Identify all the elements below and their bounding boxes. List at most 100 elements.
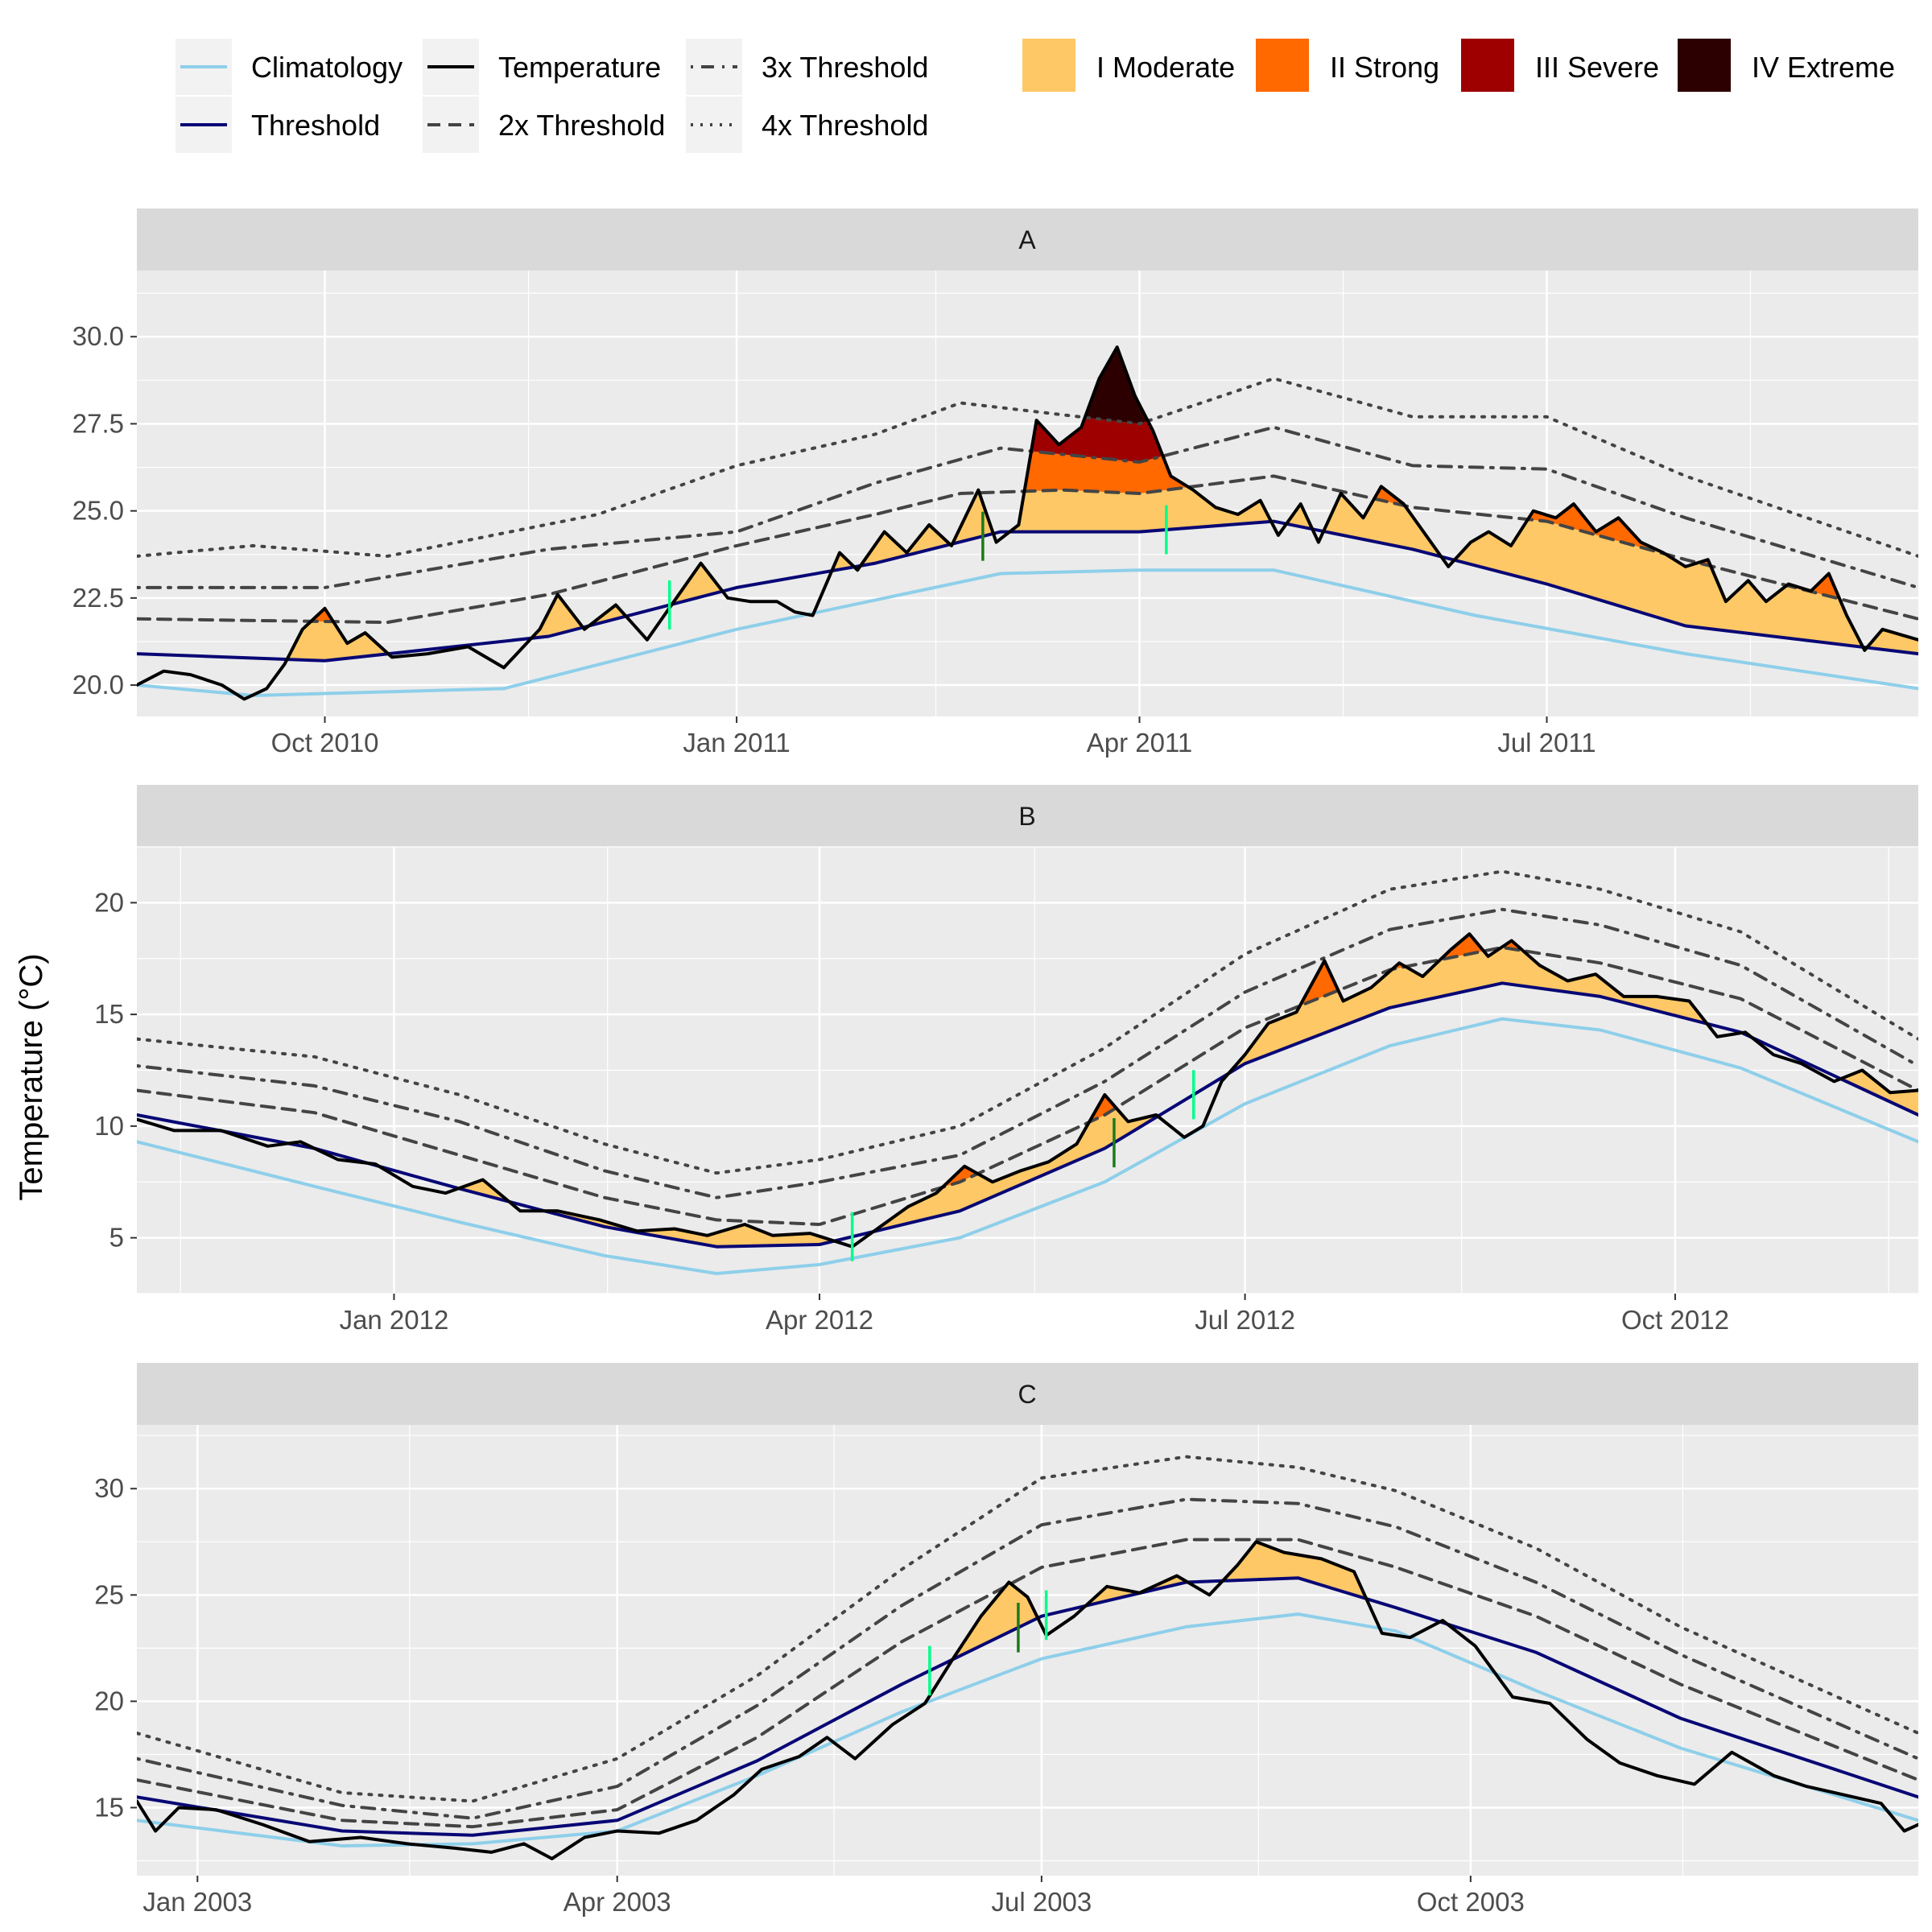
x-tick-label: Oct 2003 bbox=[1417, 1887, 1525, 1917]
event-markers-b bbox=[850, 1070, 1195, 1261]
threshold-4x-line bbox=[137, 377, 1918, 558]
legend-item-extreme: IV Extreme bbox=[1678, 39, 1895, 92]
x-tick-label: Jul 2012 bbox=[1195, 1305, 1295, 1335]
fill-strong bbox=[1376, 487, 1404, 506]
x-axis-a: Oct 2010 Jan 2011 Apr 2011 Jul 2011 bbox=[271, 716, 1596, 758]
fill-strong bbox=[1026, 451, 1188, 493]
y-tick-label: 20.0 bbox=[72, 670, 124, 700]
y-tick-label: 5 bbox=[109, 1223, 124, 1253]
legend-swatch-moderate bbox=[1022, 39, 1075, 92]
strip-a bbox=[137, 208, 1918, 270]
x-tick-label: Jan 2003 bbox=[142, 1887, 252, 1917]
legend-label-threshold: Threshold bbox=[251, 109, 380, 142]
threshold-line bbox=[137, 981, 1918, 1249]
temperature-line bbox=[137, 345, 1918, 701]
legend-label-temperature: Temperature bbox=[498, 51, 661, 84]
legend-label-strong: II Strong bbox=[1330, 51, 1439, 84]
climatology-line bbox=[137, 1017, 1918, 1275]
legend-label-climatology: Climatology bbox=[251, 51, 402, 84]
y-tick-label: 10 bbox=[94, 1111, 124, 1141]
legend-swatch-extreme bbox=[1678, 39, 1731, 92]
fill-moderate bbox=[1455, 519, 1864, 647]
legend-label-3x-threshold: 3x Threshold bbox=[762, 51, 928, 84]
y-tick-label: 30.0 bbox=[72, 321, 124, 351]
legend-label-severe: III Severe bbox=[1535, 51, 1659, 84]
x-tick-label: Oct 2010 bbox=[271, 728, 379, 758]
x-tick-label: Jan 2011 bbox=[683, 728, 790, 758]
y-tick-label: 20 bbox=[94, 1686, 124, 1715]
legend-item-2x-threshold: 2x Threshold bbox=[423, 97, 665, 153]
threshold-2x-line bbox=[137, 474, 1918, 625]
x-tick-label: Jul 2003 bbox=[991, 1887, 1092, 1917]
fill-moderate bbox=[459, 1179, 510, 1202]
fill-moderate bbox=[1286, 504, 1311, 529]
y-tick-label: 30 bbox=[94, 1473, 124, 1503]
fill-strong bbox=[1528, 504, 1666, 555]
series-lines-b bbox=[137, 869, 1918, 1275]
panel-b: B 5 10 15 20 Jan 2012 Apr 2012 Jul 2012 Oct 20… bbox=[94, 785, 1918, 1335]
x-tick-label: Apr 2011 bbox=[1087, 728, 1192, 758]
threshold-3x-line bbox=[137, 907, 1918, 1199]
threshold-2x-line bbox=[137, 945, 1918, 1226]
legend-swatch-strong bbox=[1256, 39, 1309, 92]
legend-item-temperature: Temperature bbox=[423, 39, 661, 95]
x-tick-label: Apr 2003 bbox=[564, 1887, 671, 1917]
legend-item-threshold: Threshold bbox=[175, 97, 380, 153]
x-axis-b: Jan 2012 Apr 2012 Jul 2012 Oct 2012 bbox=[340, 1294, 1729, 1335]
strip-label-a: A bbox=[1018, 225, 1036, 254]
threshold-line bbox=[137, 1576, 1918, 1837]
fill-moderate bbox=[1009, 487, 1271, 532]
temperature-line bbox=[137, 932, 1918, 1249]
y-tick-label: 15 bbox=[94, 999, 124, 1029]
legend-item-climatology: Climatology bbox=[175, 39, 402, 95]
legend: Climatology Threshold Temperature 2x Thr… bbox=[175, 39, 1895, 153]
threshold-3x-line bbox=[137, 1497, 1918, 1820]
legend-item-severe: III Severe bbox=[1461, 39, 1659, 92]
strip-c bbox=[137, 1363, 1918, 1425]
panel-c: C 15 20 25 30 Jan 2003 Apr 2003 Jul 2003 Oct 2… bbox=[94, 1363, 1918, 1917]
fill-moderate bbox=[532, 595, 583, 638]
y-axis-a: 20.0 22.5 25.0 27.5 30.0 bbox=[72, 321, 137, 700]
fill-moderate bbox=[1841, 1071, 1918, 1115]
fill-moderate bbox=[590, 605, 626, 626]
legend-label-4x-threshold: 4x Threshold bbox=[762, 109, 928, 142]
x-tick-label: Oct 2012 bbox=[1621, 1305, 1729, 1335]
fill-strong bbox=[1787, 574, 1839, 599]
y-tick-label: 27.5 bbox=[72, 408, 124, 438]
y-axis-label: Temperature (°C) bbox=[14, 953, 49, 1200]
y-tick-label: 22.5 bbox=[72, 583, 124, 613]
threshold-2x-line bbox=[137, 1538, 1918, 1829]
y-tick-label: 25.0 bbox=[72, 496, 124, 526]
x-axis-c: Jan 2003 Apr 2003 Jul 2003 Oct 2003 bbox=[142, 1876, 1525, 1917]
legend-swatch-severe bbox=[1461, 39, 1514, 92]
x-tick-label: Apr 2012 bbox=[766, 1305, 873, 1335]
x-tick-label: Jan 2012 bbox=[340, 1305, 449, 1335]
strip-label-c: C bbox=[1018, 1380, 1036, 1409]
fill-extreme bbox=[1084, 348, 1146, 424]
legend-item-moderate: I Moderate bbox=[1022, 39, 1235, 92]
fill-moderate bbox=[1868, 629, 1918, 654]
threshold-4x-line bbox=[137, 1455, 1918, 1803]
strip-label-b: B bbox=[1018, 802, 1035, 831]
legend-label-moderate: I Moderate bbox=[1096, 51, 1235, 84]
y-tick-label: 15 bbox=[94, 1792, 124, 1822]
y-axis-b: 5 10 15 20 bbox=[94, 887, 137, 1253]
event-markers-c bbox=[928, 1590, 1048, 1696]
plot-area-c bbox=[137, 1425, 1918, 1876]
fill-moderate bbox=[954, 1584, 1038, 1659]
fill-severe bbox=[1031, 417, 1162, 462]
climatology-line bbox=[137, 568, 1918, 697]
fill-moderate bbox=[875, 1108, 1157, 1232]
strip-b bbox=[137, 785, 1918, 847]
legend-label-2x-threshold: 2x Threshold bbox=[498, 109, 665, 142]
legend-item-strong: II Strong bbox=[1256, 39, 1439, 92]
fill-moderate bbox=[287, 621, 386, 661]
legend-item-3x-threshold: 3x Threshold bbox=[686, 39, 928, 95]
y-tick-label: 20 bbox=[94, 887, 124, 917]
event-markers-a bbox=[667, 505, 1168, 630]
fill-moderate bbox=[1324, 494, 1439, 556]
gridlines-b bbox=[137, 846, 1918, 1294]
climatology-line bbox=[137, 1612, 1918, 1847]
threshold-line bbox=[137, 519, 1918, 663]
